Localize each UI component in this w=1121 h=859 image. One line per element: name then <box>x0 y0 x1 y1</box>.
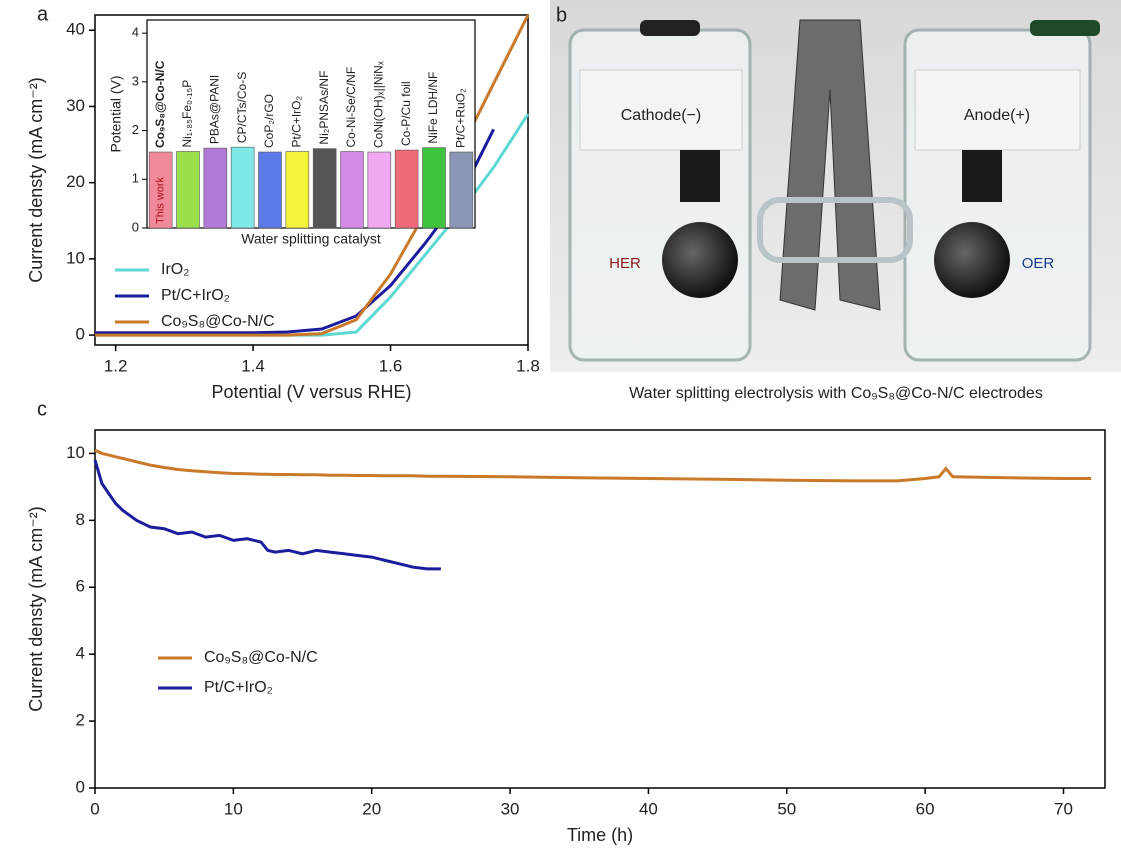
x-tick-label: 50 <box>777 799 796 818</box>
clip <box>1030 20 1100 36</box>
y-tick-label: 0 <box>76 325 85 344</box>
y-axis-label: Current densty (mA cm⁻²) <box>26 77 46 283</box>
annotation: This work <box>155 176 167 224</box>
photo-label: Cathode(−) <box>621 107 702 124</box>
clip <box>640 20 700 36</box>
x-tick-label: 30 <box>501 799 520 818</box>
legend-label: Pt/C+IrO₂ <box>161 287 230 304</box>
x-axis-label: Potential (V versus RHE) <box>211 382 411 402</box>
bar <box>285 151 310 229</box>
legend-label: IrO₂ <box>161 261 189 278</box>
panel-label: b <box>556 4 567 26</box>
x-tick-label: 1.6 <box>379 356 403 375</box>
photo-label: OER <box>1022 255 1055 272</box>
photo-label: Anode(+) <box>964 107 1030 124</box>
series-line <box>95 128 495 335</box>
y-tick-label: 2 <box>76 711 85 730</box>
category-label: Ni₂PNSAs/NF <box>317 71 331 145</box>
y-tick-label: 10 <box>66 248 85 267</box>
y-tick-label: 10 <box>66 443 85 462</box>
photo-caption: Water splitting electrolysis with Co₉S₈@… <box>629 385 1043 402</box>
plot-frame <box>94 429 1106 789</box>
category-label: CoP₂/rGO <box>262 94 276 148</box>
y-tick-label: 8 <box>76 510 85 529</box>
bar <box>449 151 474 229</box>
bar <box>148 151 173 229</box>
panel-label: c <box>37 398 47 420</box>
foam <box>579 69 743 151</box>
electrode <box>962 150 1002 202</box>
category-label: Pt/C+IrO₂ <box>290 96 304 148</box>
y-tick-label: 0 <box>132 219 139 234</box>
y-tick-label: 0 <box>76 777 85 796</box>
bar <box>258 151 282 229</box>
y-tick-label: 20 <box>66 172 85 191</box>
panel-label: a <box>37 3 49 25</box>
category-label: CP/CTs/Co-S <box>235 72 249 143</box>
x-axis-label: Time (h) <box>567 825 633 845</box>
category-label: Co-Ni-Se/C/NF <box>344 67 358 148</box>
y-tick-label: 4 <box>76 644 85 663</box>
x-tick-label: 20 <box>362 799 381 818</box>
x-tick-label: 10 <box>224 799 243 818</box>
electrode <box>680 150 720 202</box>
category-label: PBAs@PANI <box>208 75 222 144</box>
series-line <box>94 448 1092 483</box>
bar <box>230 146 255 229</box>
y-tick-label: 1 <box>132 171 139 186</box>
category-label: Co-P/Cu foil <box>399 81 413 146</box>
x-tick-label: 1.2 <box>104 356 128 375</box>
particle <box>662 222 738 298</box>
bar <box>312 148 337 229</box>
photo-label: HER <box>609 255 641 272</box>
y-axis-label: Potential (V) <box>108 75 124 152</box>
legend-label: Co₉S₈@Co-N/C <box>204 649 318 666</box>
series-line <box>93 459 441 571</box>
category-label: Co₉S₈@Co-N/C <box>153 60 167 148</box>
y-axis-label: Current densty (mA cm⁻²) <box>26 506 46 712</box>
bridge <box>757 197 913 263</box>
x-tick-label: 1.4 <box>241 356 265 375</box>
bar <box>422 147 446 229</box>
category-label: NiFe LDH/NF <box>426 72 440 144</box>
bar <box>367 151 392 229</box>
particle <box>934 222 1010 298</box>
bar <box>203 147 228 229</box>
y-tick-label: 2 <box>132 122 139 137</box>
x-tick-label: 60 <box>916 799 935 818</box>
y-tick-label: 40 <box>66 20 85 39</box>
photo <box>550 0 1121 372</box>
inset-frame <box>146 19 476 229</box>
y-tick-label: 30 <box>66 96 85 115</box>
y-tick-label: 6 <box>76 577 85 596</box>
x-tick-label: 0 <box>90 799 99 818</box>
plot-frame <box>94 14 529 346</box>
legend-label: Pt/C+IrO₂ <box>204 679 273 696</box>
x-tick-label: 40 <box>639 799 658 818</box>
x-axis-label: Water splitting catalyst <box>241 231 381 247</box>
x-tick-label: 1.8 <box>516 356 540 375</box>
clamp <box>779 19 881 311</box>
category-label: CoNi(OH)ₓ||NiNₓ <box>372 61 386 148</box>
bar <box>176 151 200 229</box>
y-tick-label: 3 <box>132 73 139 88</box>
x-tick-label: 70 <box>1054 799 1073 818</box>
category-label: Pt/C+RuO₂ <box>454 88 468 148</box>
bar <box>340 151 364 229</box>
bar <box>394 149 419 229</box>
legend-label: Co₉S₈@Co-N/C <box>161 313 275 330</box>
y-tick-label: 4 <box>132 25 139 40</box>
category-label: Ni₁.₈₅Fe₀.₁₅P <box>180 80 194 148</box>
